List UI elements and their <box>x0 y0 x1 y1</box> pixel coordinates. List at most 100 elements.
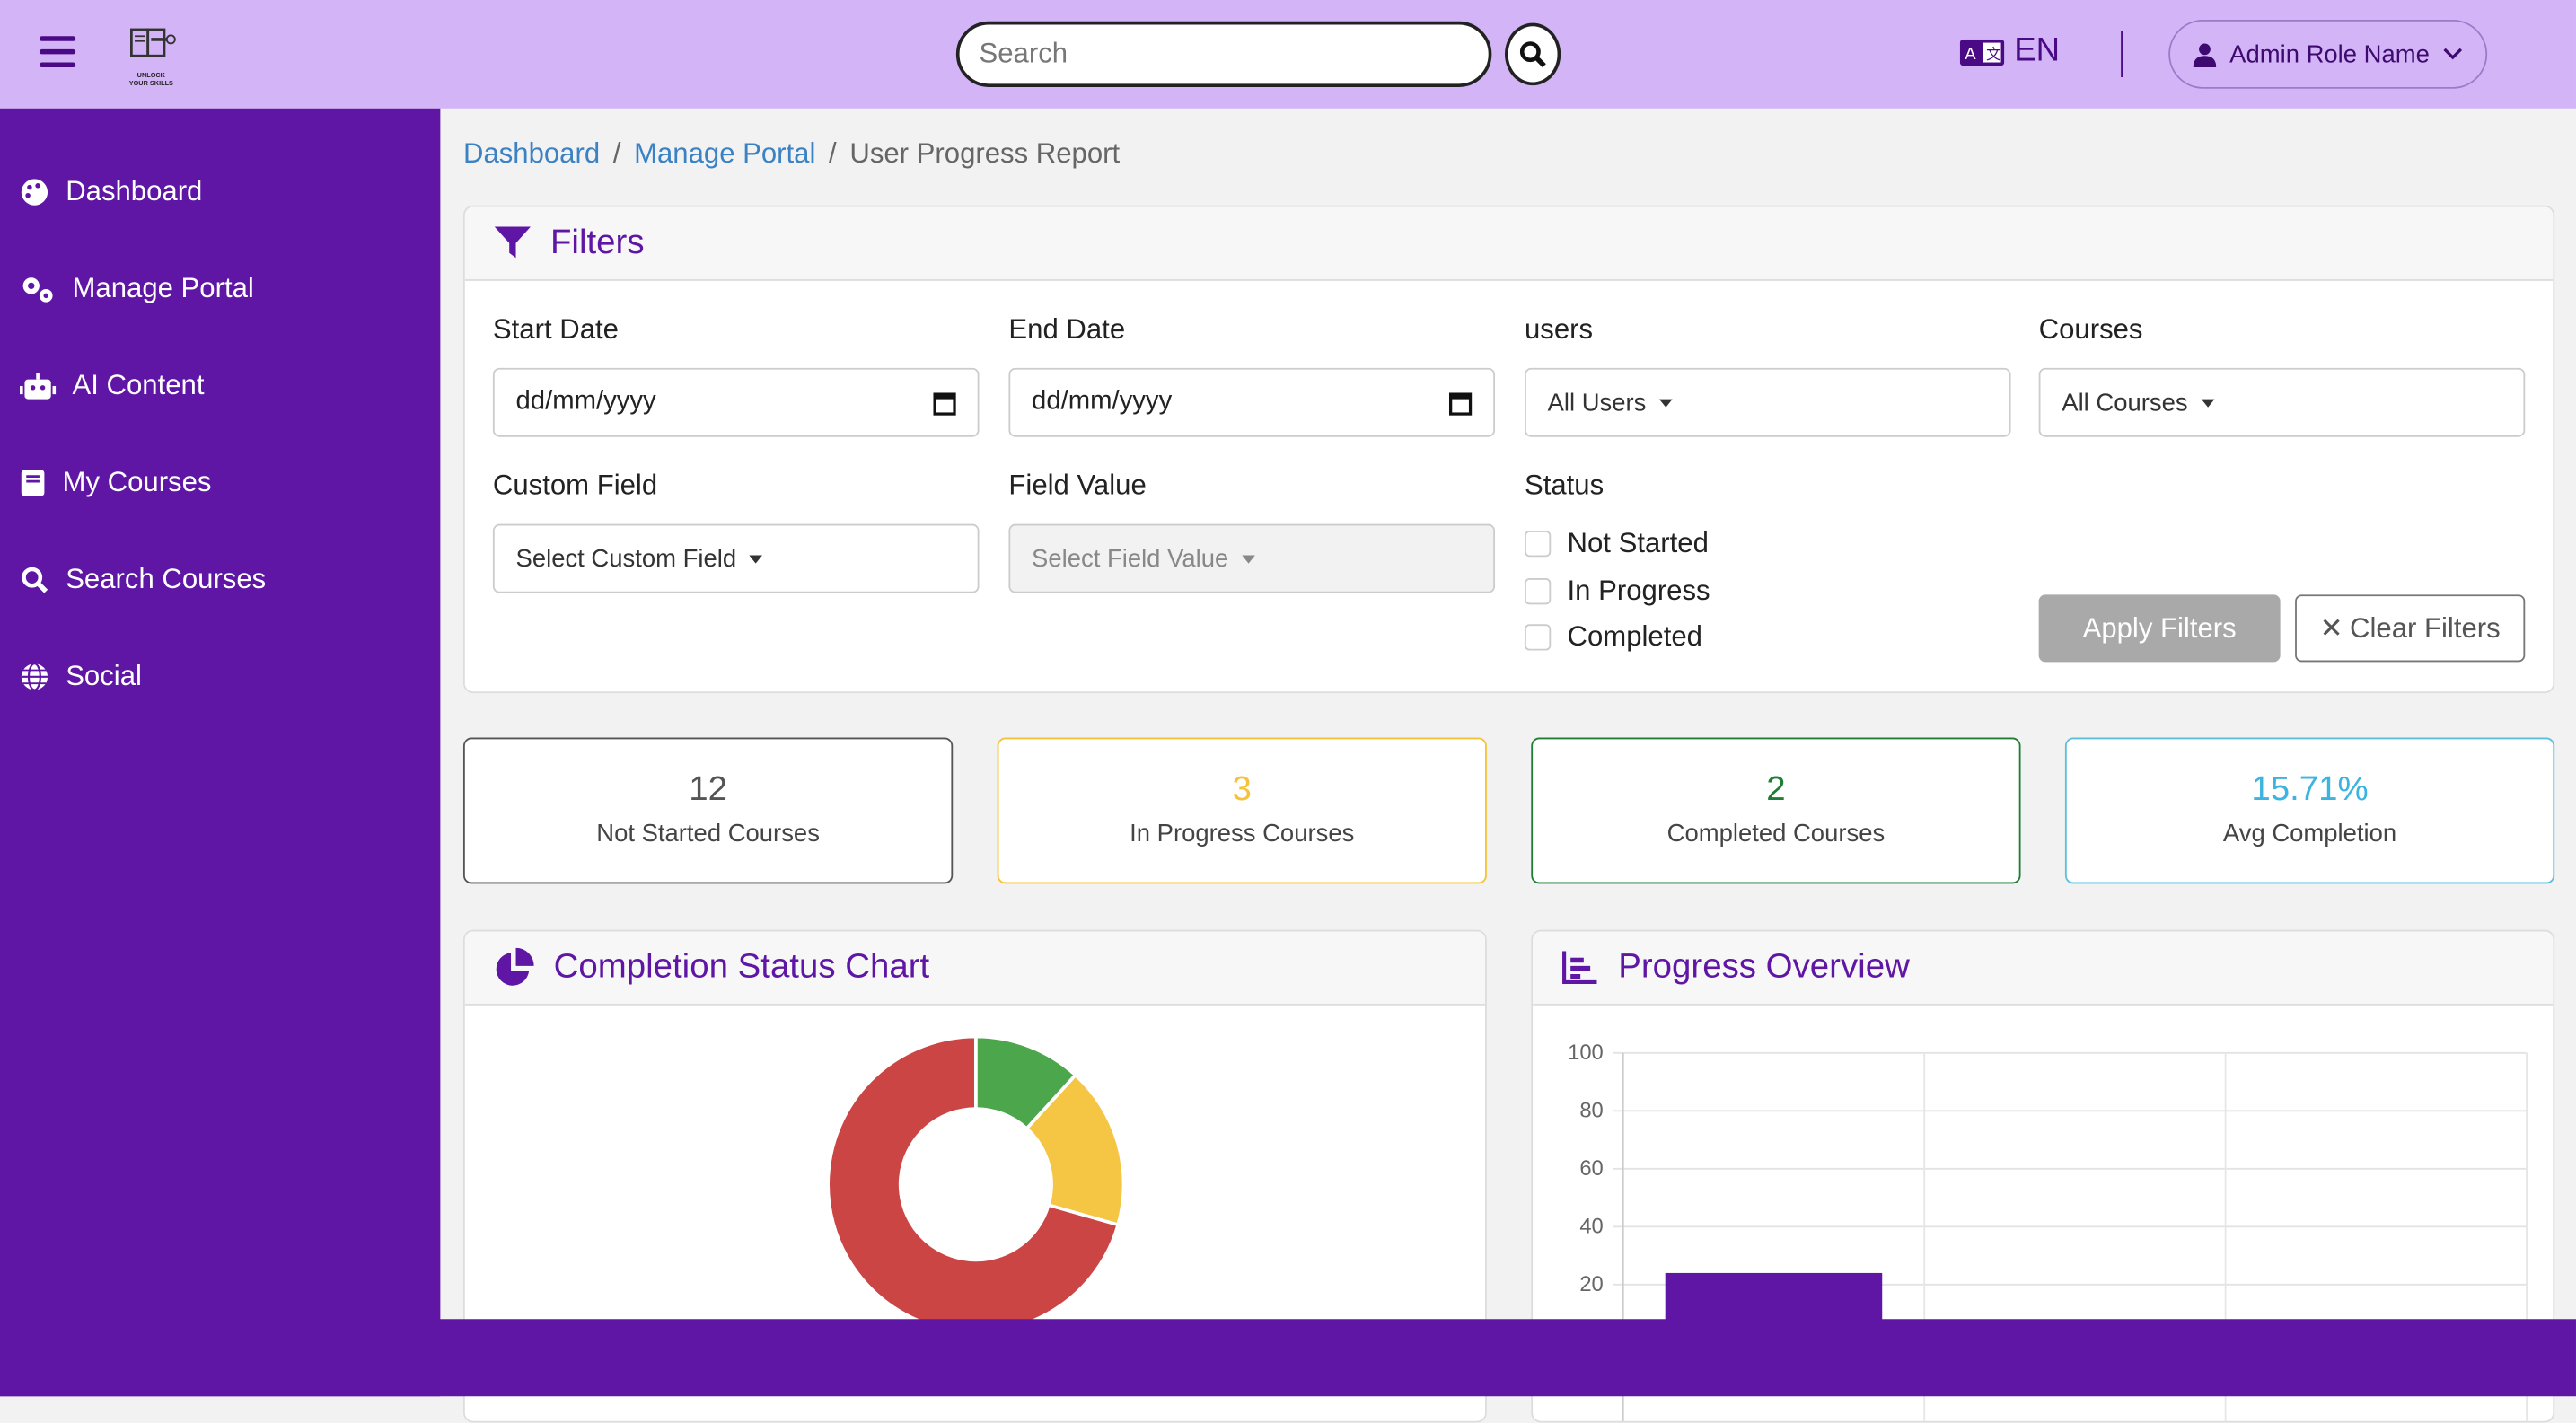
custom-field-value: Select Custom Field <box>515 544 737 573</box>
courses-label: Courses <box>2038 313 2143 346</box>
start-date-label: Start Date <box>492 313 619 346</box>
sidebar-item-label: Social <box>66 660 142 692</box>
stat-in-progress: 3 In Progress Courses <box>997 737 1487 884</box>
checkbox-label: Completed <box>1567 620 1702 653</box>
y-tick-label: 40 <box>1579 1215 1603 1239</box>
stat-not-started: 12 Not Started Courses <box>462 737 954 884</box>
donut-slice-in-progress[interactable] <box>1024 1072 1126 1227</box>
filters-title: Filters <box>549 223 645 261</box>
svg-text:A: A <box>1965 43 1976 62</box>
completion-chart-title: Completion Status Chart <box>553 947 930 986</box>
user-icon <box>2193 42 2217 67</box>
breadcrumb-dashboard[interactable]: Dashboard <box>462 137 601 170</box>
globe-icon <box>21 663 48 691</box>
start-date-input[interactable]: dd/mm/yyyy <box>492 367 980 437</box>
checkbox-label: In Progress <box>1567 575 1710 607</box>
search-button[interactable] <box>1505 22 1561 86</box>
filter-icon <box>494 226 531 259</box>
users-dropdown[interactable]: All Users <box>1524 367 2011 437</box>
y-tick-label: 80 <box>1579 1099 1603 1123</box>
sidebar-item-label: Dashboard <box>66 175 203 207</box>
stat-label: Completed Courses <box>1666 820 1886 848</box>
language-label: EN <box>2014 32 2061 69</box>
sidebar-item-ai-content[interactable]: AI Content <box>19 366 204 406</box>
calendar-icon[interactable] <box>1448 391 1473 415</box>
sidebar-item-dashboard[interactable]: Dashboard <box>20 172 202 212</box>
field-value-value: Select Field Value <box>1032 544 1229 573</box>
calendar-icon[interactable] <box>933 391 956 415</box>
sidebar-item-my-courses[interactable]: My Courses <box>20 463 212 503</box>
field-value-label: Field Value <box>1008 470 1147 502</box>
sidebar-item-label: My Courses <box>62 466 212 498</box>
pie-chart-icon <box>496 947 534 986</box>
clear-filters-button[interactable]: ✕ Clear Filters <box>2295 594 2526 663</box>
header-divider <box>2121 31 2123 77</box>
stat-label: In Progress Courses <box>1130 820 1355 848</box>
users-label: users <box>1524 313 1594 346</box>
checkbox-label: Not Started <box>1567 527 1709 559</box>
checkbox[interactable] <box>1524 578 1552 605</box>
stat-completed: 2 Completed Courses <box>1531 737 2021 884</box>
clear-filters-label: Clear Filters <box>2350 611 2501 644</box>
stat-label: Not Started Courses <box>596 820 820 848</box>
bar-chart-icon <box>1562 951 1597 984</box>
apply-filters-button[interactable]: Apply Filters <box>2038 594 2281 663</box>
sidebar-item-manage-portal[interactable]: Manage Portal <box>20 269 254 309</box>
status-label: Status <box>1524 470 1605 502</box>
stat-avg-completion: 15.71% Avg Completion <box>2064 737 2555 884</box>
svg-text:文: 文 <box>1986 46 2000 62</box>
filters-header: Filters <box>464 206 2554 281</box>
sidebar-item-search-courses[interactable]: Search Courses <box>20 560 266 600</box>
caret-down-icon <box>1241 554 1255 563</box>
end-date-value: dd/mm/yyyy <box>1032 387 1173 416</box>
y-tick-label: 60 <box>1579 1156 1603 1181</box>
search-icon <box>22 567 48 593</box>
stat-value: 15.71% <box>2251 770 2369 809</box>
robot-icon <box>19 373 57 400</box>
y-tick-label: 100 <box>1568 1041 1604 1065</box>
caret-down-icon <box>1659 398 1673 407</box>
logo[interactable]: UNLOCK YOUR SKILLS <box>128 26 178 87</box>
end-date-input[interactable]: dd/mm/yyyy <box>1008 367 1496 437</box>
field-value-dropdown[interactable]: Select Field Value <box>1008 523 1496 593</box>
progress-chart-title: Progress Overview <box>1618 947 1910 986</box>
sidebar: Dashboard Manage Portal AI Content My Co… <box>0 108 441 1397</box>
status-not-started-checkbox[interactable]: Not Started <box>1524 527 1709 560</box>
custom-field-label: Custom Field <box>492 470 658 502</box>
courses-value: All Courses <box>2062 388 2188 417</box>
sidebar-item-social[interactable]: Social <box>20 657 142 697</box>
gears-icon <box>22 277 53 303</box>
start-date-value: dd/mm/yyyy <box>515 387 656 416</box>
search-input[interactable]: Search <box>955 21 1492 87</box>
hamburger-menu-icon[interactable] <box>39 36 76 69</box>
stat-value: 3 <box>1232 770 1252 809</box>
stat-value: 2 <box>1766 770 1786 809</box>
chevron-down-icon <box>2443 48 2462 60</box>
search-placeholder: Search <box>979 38 1068 69</box>
footer-bar <box>0 1319 2576 1397</box>
caret-down-icon <box>2201 398 2214 407</box>
status-in-progress-checkbox[interactable]: In Progress <box>1524 575 1710 608</box>
caret-down-icon <box>749 554 763 563</box>
book-icon <box>21 470 45 496</box>
apply-filters-label: Apply Filters <box>2082 611 2237 644</box>
donut-chart <box>826 1034 1126 1334</box>
y-tick-label: 20 <box>1579 1272 1603 1296</box>
sidebar-item-label: Search Courses <box>66 563 267 595</box>
breadcrumb: Dashboard / Manage Portal / User Progress Re… <box>462 137 1121 170</box>
user-menu-button[interactable]: Admin Role Name <box>2168 19 2488 89</box>
user-name: Admin Role Name <box>2229 40 2430 68</box>
search-icon <box>1519 41 1546 68</box>
checkbox[interactable] <box>1524 530 1552 558</box>
end-date-label: End Date <box>1008 313 1126 346</box>
custom-field-dropdown[interactable]: Select Custom Field <box>492 523 980 593</box>
status-completed-checkbox[interactable]: Completed <box>1524 620 1702 654</box>
breadcrumb-manage-portal[interactable]: Manage Portal <box>634 137 816 170</box>
sidebar-item-label: Manage Portal <box>72 272 254 304</box>
courses-dropdown[interactable]: All Courses <box>2038 367 2526 437</box>
palette-icon <box>21 179 48 206</box>
checkbox[interactable] <box>1524 624 1552 651</box>
